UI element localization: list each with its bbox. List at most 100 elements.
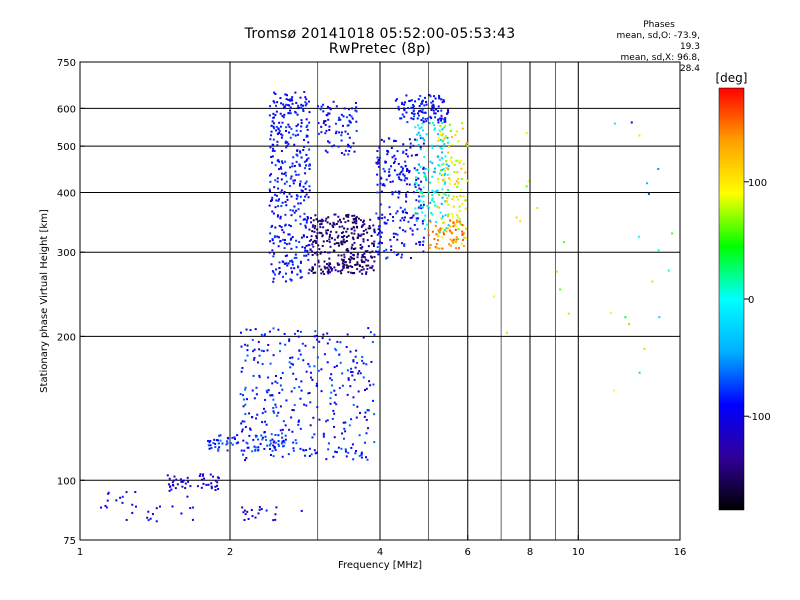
data-point <box>303 145 306 148</box>
data-point <box>279 240 282 243</box>
data-point <box>289 356 292 359</box>
data-point <box>348 150 351 153</box>
data-point <box>453 224 456 227</box>
data-point <box>320 272 323 275</box>
data-point <box>405 183 408 186</box>
data-point <box>430 211 433 214</box>
data-point <box>346 247 349 250</box>
data-point <box>346 116 349 119</box>
data-point <box>332 225 335 228</box>
data-point <box>396 173 399 176</box>
data-point <box>119 496 122 499</box>
data-point <box>350 370 353 373</box>
data-point <box>454 228 457 231</box>
data-point <box>276 144 279 147</box>
data-point <box>422 142 425 145</box>
data-point <box>283 332 286 335</box>
data-point <box>231 443 234 446</box>
data-point <box>400 256 403 259</box>
data-point <box>327 264 330 267</box>
data-point <box>322 435 325 438</box>
data-point <box>304 249 307 252</box>
data-point <box>413 115 416 118</box>
data-point <box>345 264 348 267</box>
data-point <box>307 392 310 395</box>
data-point <box>464 171 467 174</box>
data-point <box>388 170 391 173</box>
data-point <box>455 236 458 239</box>
data-point <box>272 398 275 401</box>
data-point <box>340 258 343 261</box>
data-point <box>264 420 267 423</box>
data-point <box>420 110 423 113</box>
data-point <box>646 182 649 185</box>
data-point <box>371 242 374 245</box>
data-point <box>340 113 343 116</box>
data-point <box>207 444 210 447</box>
data-point <box>360 247 363 250</box>
data-point <box>439 130 442 133</box>
data-point <box>273 440 276 443</box>
data-point <box>347 108 350 111</box>
data-point <box>459 188 462 191</box>
data-point <box>333 242 336 245</box>
data-point <box>364 389 367 392</box>
data-point <box>303 160 306 163</box>
data-point <box>290 267 293 270</box>
data-point <box>189 507 192 510</box>
data-point <box>236 434 239 437</box>
data-point <box>363 223 366 226</box>
data-point <box>290 214 293 217</box>
data-point <box>298 240 301 243</box>
data-point <box>342 217 345 220</box>
data-point <box>331 224 334 227</box>
data-point <box>420 119 423 122</box>
data-point <box>380 190 383 193</box>
data-point <box>313 365 316 368</box>
data-point <box>437 206 440 209</box>
data-point <box>341 432 344 435</box>
data-point <box>296 107 299 110</box>
data-point <box>457 228 460 231</box>
data-point <box>290 362 293 365</box>
data-point <box>416 133 419 136</box>
data-point <box>245 398 248 401</box>
data-point <box>265 389 268 392</box>
data-point <box>394 157 397 160</box>
data-point <box>365 271 368 274</box>
data-point <box>305 118 308 121</box>
data-point <box>326 251 329 254</box>
data-point <box>423 96 426 99</box>
data-point <box>304 188 307 191</box>
data-point <box>277 236 280 239</box>
data-point <box>284 254 287 257</box>
data-point <box>638 134 641 137</box>
data-point <box>212 442 215 445</box>
data-point <box>353 248 356 251</box>
data-point <box>386 219 389 222</box>
data-point <box>417 184 420 187</box>
data-point <box>403 208 406 211</box>
data-point <box>274 193 277 196</box>
data-point <box>281 428 284 431</box>
data-point <box>258 508 261 511</box>
data-point <box>452 238 455 241</box>
data-point <box>365 456 368 459</box>
data-point <box>249 428 252 431</box>
data-point <box>349 255 352 258</box>
data-point <box>270 263 273 266</box>
data-point <box>350 246 353 249</box>
data-point <box>400 171 403 174</box>
data-point <box>416 228 419 231</box>
data-point <box>418 243 421 246</box>
data-point <box>302 218 305 221</box>
data-point <box>312 271 315 274</box>
data-point <box>271 238 274 241</box>
data-point <box>449 159 452 162</box>
data-point <box>456 185 459 188</box>
data-point <box>311 243 314 246</box>
data-point <box>418 187 421 190</box>
data-point <box>297 208 300 211</box>
data-point <box>279 350 282 353</box>
data-point <box>412 191 415 194</box>
